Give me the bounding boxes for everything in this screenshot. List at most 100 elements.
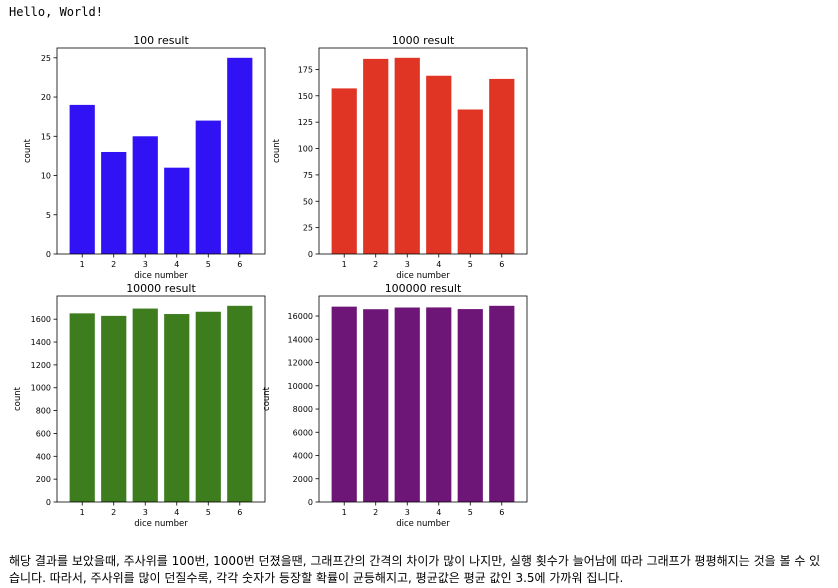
- x-tick-label: 4: [436, 508, 441, 517]
- bar-1: [331, 88, 357, 254]
- chart-svg: 100000 result 0 2000 4000 6000 8000 10000 12000…: [262, 282, 528, 529]
- chart-title: 1000 result: [392, 34, 455, 47]
- x-tick-label: 5: [468, 508, 473, 517]
- chart-svg: 1000 result 0 25 50 75 100 125 150 175 1 2 3 4 5 6 dice…: [272, 34, 528, 281]
- y-tick-label: 150: [298, 92, 313, 101]
- bar-3: [132, 308, 158, 502]
- result-description: 해당 결과를 보았을때, 주사위를 100번, 1000번 던졌을땐, 그래프간…: [9, 554, 821, 585]
- x-tick-label: 1: [342, 508, 347, 517]
- x-axis-label: dice number: [134, 519, 188, 529]
- y-tick-label: 8000: [293, 405, 313, 414]
- y-tick-label: 1000: [31, 384, 51, 393]
- bar-3: [394, 307, 420, 502]
- bar-4: [426, 75, 452, 254]
- y-tick-label: 175: [298, 65, 313, 74]
- bar-6: [227, 305, 253, 502]
- y-tick-label: 25: [303, 224, 313, 233]
- y-tick-label: 125: [298, 118, 313, 127]
- y-tick-label: 1600: [31, 315, 51, 324]
- y-tick-label: 1400: [31, 338, 51, 347]
- x-tick-label: 2: [111, 260, 116, 269]
- y-axis-label: count: [272, 138, 282, 163]
- bar-1: [331, 306, 357, 502]
- x-tick-label: 1: [80, 508, 85, 517]
- bar-4: [426, 307, 452, 502]
- y-tick-label: 16000: [288, 312, 313, 321]
- x-tick-label: 3: [405, 260, 410, 269]
- y-tick-label: 10: [41, 172, 51, 181]
- y-tick-label: 25: [41, 54, 51, 63]
- bar-3: [394, 57, 420, 254]
- y-axis-label: count: [262, 386, 272, 411]
- y-tick-label: 100: [298, 145, 313, 154]
- x-tick-label: 3: [405, 508, 410, 517]
- plot-frame: [56, 295, 266, 503]
- bar-4: [164, 167, 190, 254]
- y-tick-label: 4000: [293, 452, 313, 461]
- x-tick-label: 6: [237, 508, 242, 517]
- y-tick-label: 0: [46, 250, 51, 259]
- bar-4: [164, 314, 190, 502]
- x-tick-label: 4: [436, 260, 441, 269]
- chart-title: 100000 result: [385, 282, 462, 295]
- bar-6: [227, 57, 253, 254]
- chart-1000-result: 1000 result 0 25 50 75 100 125 150 175 1 2 3 4 5 6 dice…: [262, 32, 542, 282]
- x-tick-label: 5: [206, 508, 211, 517]
- x-tick-label: 1: [342, 260, 347, 269]
- bar-1: [69, 104, 95, 255]
- y-tick-label: 600: [36, 429, 51, 438]
- y-tick-label: 0: [308, 250, 313, 259]
- x-tick-label: 3: [143, 508, 148, 517]
- y-axis-label: count: [23, 138, 33, 163]
- x-tick-label: 2: [111, 508, 116, 517]
- y-tick-label: 15: [41, 132, 51, 141]
- chart-svg: 10000 result 0 200 400 600 800 1000 1200 1400 160…: [13, 282, 266, 529]
- bar-2: [363, 309, 389, 502]
- bar-6: [489, 305, 515, 502]
- bar-1: [69, 313, 95, 502]
- plot-frame: [318, 47, 528, 255]
- x-tick-label: 1: [80, 260, 85, 269]
- y-tick-label: 10000: [288, 382, 313, 391]
- y-tick-label: 6000: [293, 428, 313, 437]
- x-tick-label: 6: [499, 260, 504, 269]
- x-tick-label: 6: [499, 508, 504, 517]
- x-tick-label: 5: [468, 260, 473, 269]
- x-tick-label: 2: [373, 260, 378, 269]
- x-tick-label: 6: [237, 260, 242, 269]
- y-tick-label: 14000: [288, 335, 313, 344]
- y-axis-label: count: [13, 386, 23, 411]
- x-axis-label: dice number: [134, 271, 188, 281]
- x-tick-label: 4: [174, 508, 179, 517]
- y-tick-label: 75: [303, 171, 313, 180]
- bar-5: [457, 309, 483, 502]
- y-tick-label: 0: [308, 498, 313, 507]
- y-tick-label: 1200: [31, 361, 51, 370]
- bar-5: [457, 109, 483, 254]
- bar-2: [101, 315, 127, 502]
- x-tick-label: 5: [206, 260, 211, 269]
- x-axis-label: dice number: [396, 271, 450, 281]
- y-tick-label: 12000: [288, 359, 313, 368]
- bar-5: [195, 311, 221, 502]
- y-tick-label: 5: [46, 211, 51, 220]
- y-tick-label: 200: [36, 475, 51, 484]
- y-tick-label: 0: [46, 498, 51, 507]
- output-hello-text: Hello, World!: [9, 5, 103, 19]
- bar-6: [489, 78, 515, 254]
- chart-100000-result: 100000 result 0 2000 4000 6000 8000 10000 12000…: [262, 280, 542, 530]
- y-tick-label: 2000: [293, 475, 313, 484]
- bar-2: [101, 151, 127, 254]
- bar-5: [195, 120, 221, 254]
- bar-3: [132, 136, 158, 254]
- y-tick-label: 50: [303, 197, 313, 206]
- plot-frame: [56, 47, 266, 255]
- plot-frame: [318, 295, 528, 503]
- chart-10000-result: 10000 result 0 200 400 600 800 1000 1200 1400 160…: [0, 280, 280, 530]
- x-tick-label: 2: [373, 508, 378, 517]
- x-tick-label: 3: [143, 260, 148, 269]
- y-tick-label: 20: [41, 93, 51, 102]
- chart-100-result: 100 result 0 5 10 15 20 25 1 2 3 4 5 6 dice number cou…: [0, 32, 280, 282]
- chart-svg: 100 result 0 5 10 15 20 25 1 2 3 4 5 6 dice number cou…: [23, 34, 266, 281]
- y-tick-label: 400: [36, 452, 51, 461]
